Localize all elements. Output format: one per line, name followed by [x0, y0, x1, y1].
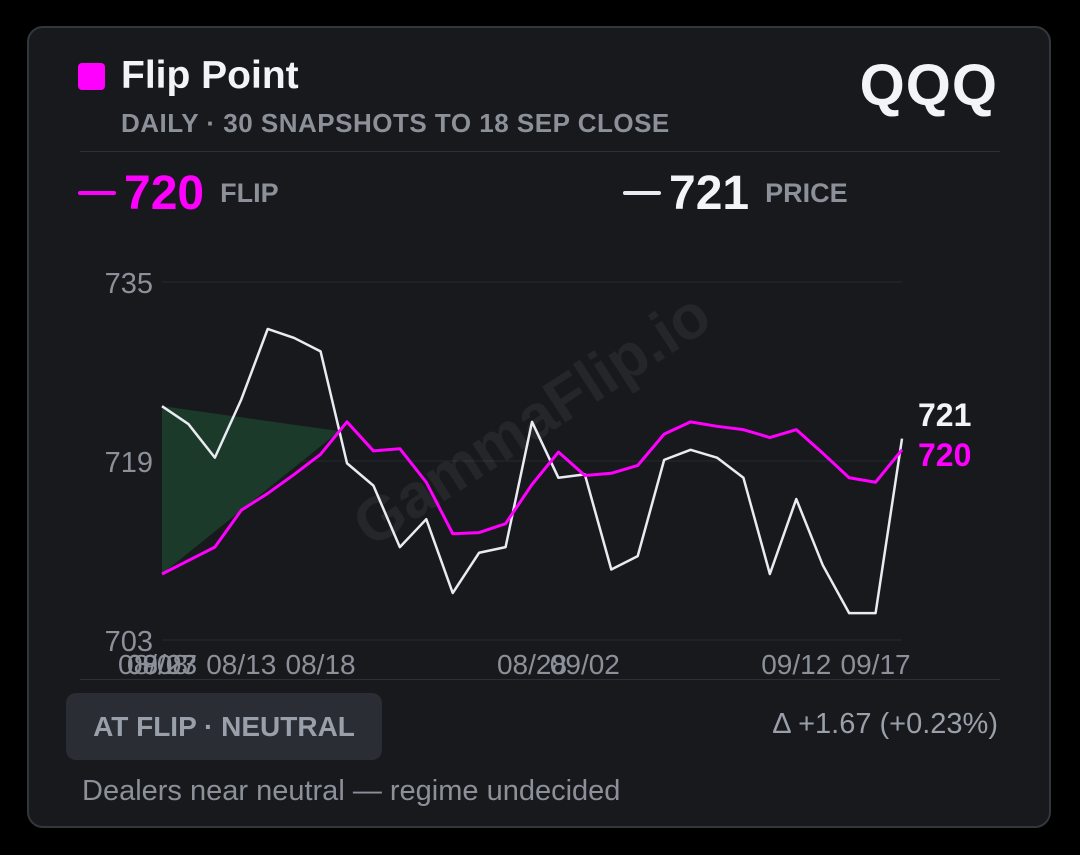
x-tick-label: 08/08 — [118, 649, 188, 680]
chart-title: Flip Point — [121, 54, 299, 97]
price-end-label: 721 — [918, 397, 971, 433]
y-tick-label: 735 — [105, 268, 153, 300]
watermark: GammaFlip.io — [341, 279, 722, 560]
y-tick-label: 703 — [105, 626, 153, 658]
x-tick-label: 09/02 — [550, 649, 620, 680]
price-stat-value: 721 — [669, 166, 750, 220]
price-stat: 721 PRICE — [623, 166, 848, 220]
x-tick-label: 08/28 — [497, 649, 567, 680]
flip-dash-icon — [78, 191, 116, 195]
price-stat-label: PRICE — [765, 177, 848, 208]
price-dash-icon — [623, 191, 661, 195]
x-tick-label: 09/17 — [841, 649, 911, 680]
flip-stat-value: 720 — [124, 166, 205, 220]
x-tick-label: 09/12 — [761, 649, 831, 680]
flip-end-label: 720 — [918, 437, 971, 473]
x-tick-label: 08/23 — [127, 649, 197, 680]
x-tick-label: 09/07 — [127, 649, 197, 680]
regime-badge: AT FLIP · NEUTRAL — [66, 693, 382, 760]
price-series-line — [161, 327, 904, 615]
delta-readout: Δ +1.67 (+0.23%) — [772, 708, 998, 740]
flip-legend-swatch — [78, 63, 105, 90]
flip-series-line — [161, 420, 904, 576]
chart-divider — [80, 679, 1000, 680]
regime-note: Dealers near neutral — regime undecided — [82, 775, 621, 807]
flip-stat: 720 FLIP — [78, 166, 279, 220]
header-divider — [80, 151, 1000, 152]
y-tick-label: 719 — [105, 447, 153, 479]
below-flip-fill — [339, 431, 513, 513]
chart-subtitle: DAILY · 30 SNAPSHOTS TO 18 SEP CLOSE — [121, 108, 670, 138]
above-flip-fill — [162, 406, 340, 574]
x-tick-label: 08/18 — [286, 649, 356, 680]
flip-stat-label: FLIP — [220, 177, 279, 208]
x-tick-label: 08/13 — [206, 649, 276, 680]
below-flip-fill — [585, 452, 900, 476]
ticker-symbol: QQQ — [859, 53, 998, 118]
